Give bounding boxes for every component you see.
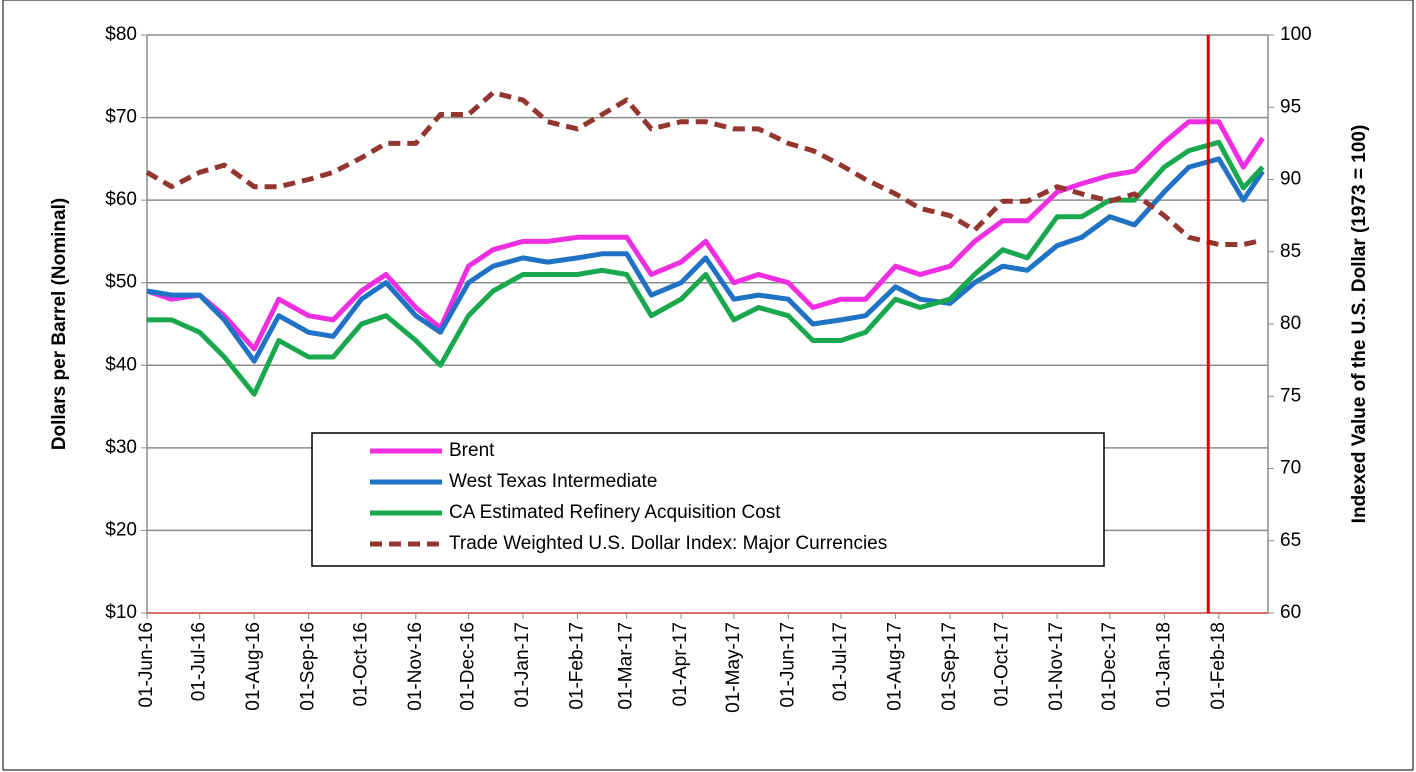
legend-label: Trade Weighted U.S. Dollar Index: Major …	[449, 533, 887, 554]
y2-tick-label: 90	[1280, 169, 1301, 190]
x-tick-label: 01-Jun-16	[136, 622, 157, 708]
series-line	[145, 90, 1264, 247]
x-tick-label: 01-Jan-17	[512, 622, 533, 708]
x-tick-label: 01-Jan-18	[1153, 622, 1174, 708]
y2-axis-title: Indexed Value of the U.S. Dollar (1973 =…	[1349, 125, 1370, 524]
x-tick-label: 01-Sep-17	[939, 622, 960, 711]
legend-label: CA Estimated Refinery Acquisition Cost	[449, 502, 781, 523]
y-tick-label: $60	[105, 189, 137, 210]
y-tick-label: $40	[105, 354, 137, 375]
series-line	[147, 139, 1265, 397]
series-line	[146, 119, 1265, 352]
x-tick-label: 01-Oct-17	[992, 622, 1013, 706]
x-tick-label: 01-Oct-16	[350, 622, 371, 706]
x-tick-label: 01-Jul-16	[189, 622, 210, 701]
y2-tick-label: 60	[1280, 602, 1301, 623]
x-tick-label: 01-Mar-17	[616, 622, 637, 710]
y2-tick-label: 80	[1280, 313, 1301, 334]
y2-tick-label: 100	[1280, 24, 1312, 45]
y-tick-label: $70	[105, 107, 137, 128]
x-tick-label: 01-Aug-16	[243, 622, 264, 711]
y-axis-title: Dollars per Barrel (Nominal)	[49, 198, 70, 450]
x-tick-label: 01-Feb-18	[1208, 622, 1229, 710]
y2-tick-label: 85	[1280, 241, 1301, 262]
y-tick-label: $10	[105, 602, 137, 623]
x-tick-label: 01-May-17	[723, 622, 744, 713]
y2-tick-label: 70	[1280, 458, 1301, 479]
legend-label: Brent	[449, 440, 495, 461]
x-tick-label: 01-Sep-16	[298, 622, 319, 711]
x-tick-label: 01-Dec-17	[1099, 622, 1120, 711]
y-tick-label: $50	[105, 272, 137, 293]
x-tick-label: 01-Dec-16	[458, 622, 479, 711]
x-tick-label: 01-Apr-17	[670, 622, 691, 707]
y-tick-label: $30	[105, 437, 137, 458]
legend	[311, 432, 1105, 567]
x-tick-label: 01-Nov-17	[1046, 622, 1067, 711]
y-tick-label: $80	[105, 24, 137, 45]
x-tick-label: 01-Jul-17	[830, 622, 851, 701]
y2-tick-label: 95	[1280, 96, 1301, 117]
y-tick-label: $20	[105, 519, 137, 540]
y2-tick-label: 75	[1280, 385, 1301, 406]
series-line	[146, 156, 1265, 364]
x-tick-label: 01-Feb-17	[566, 622, 587, 710]
x-tick-label: 01-Jun-17	[777, 622, 798, 708]
legend-label: West Texas Intermediate	[449, 471, 657, 492]
x-tick-label: 01-Aug-17	[885, 622, 906, 711]
x-tick-label: 01-Nov-16	[405, 622, 426, 711]
y2-tick-label: 65	[1280, 530, 1301, 551]
